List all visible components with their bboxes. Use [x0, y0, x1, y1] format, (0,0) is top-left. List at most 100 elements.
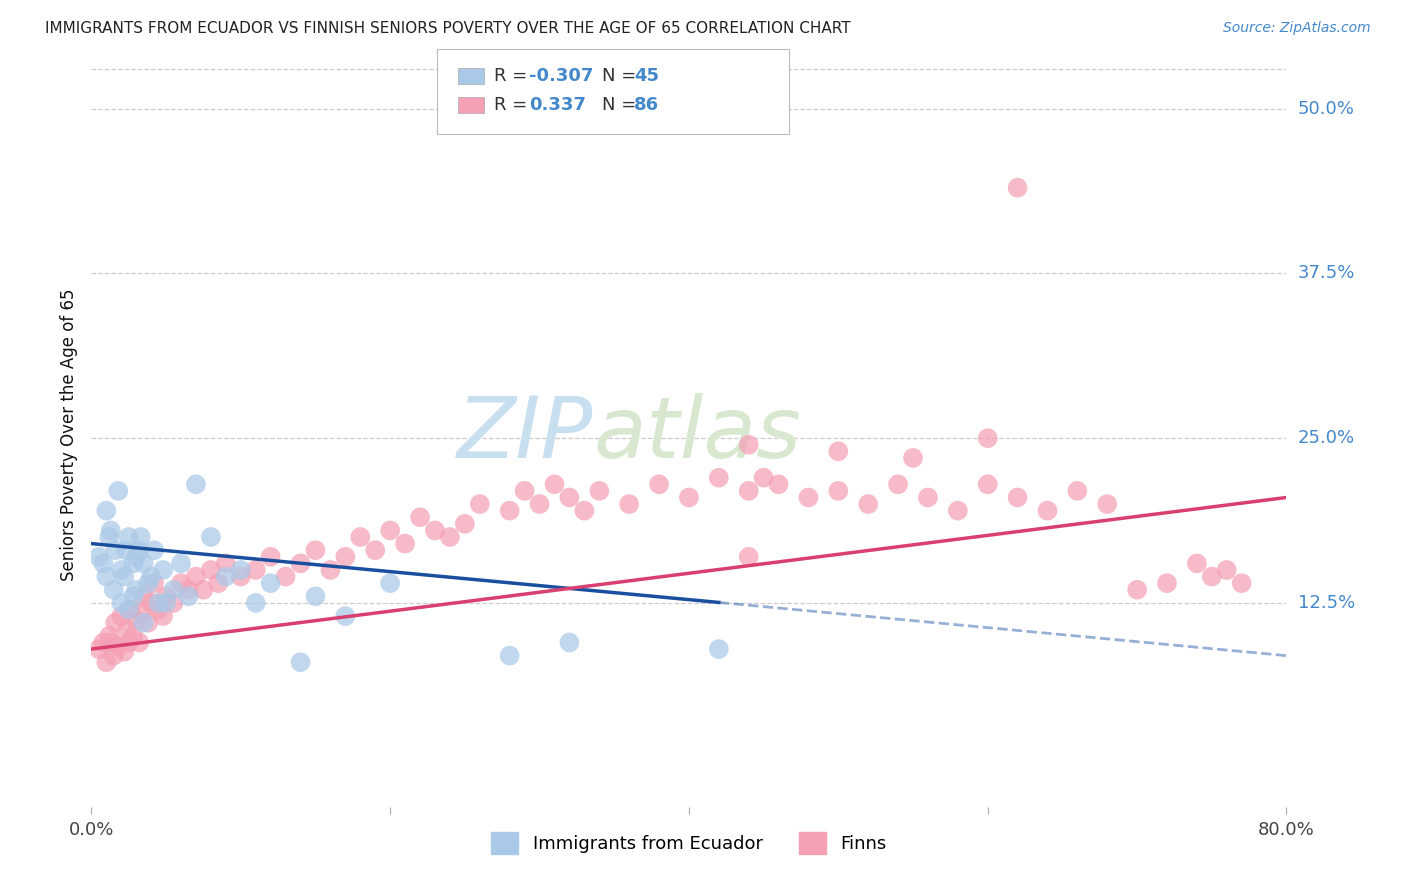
Text: 0.337: 0.337	[529, 96, 585, 114]
Point	[122, 590, 145, 604]
Text: R =: R =	[494, 96, 538, 114]
Point	[380, 576, 402, 591]
Point	[136, 615, 159, 630]
Point	[87, 642, 110, 657]
Text: 37.5%: 37.5%	[1298, 264, 1355, 283]
Point	[118, 530, 141, 544]
Point	[112, 569, 135, 583]
Point	[141, 569, 163, 583]
Point	[132, 590, 155, 604]
Point	[1185, 557, 1208, 571]
Point	[394, 536, 416, 550]
Point	[858, 497, 880, 511]
Text: 45: 45	[634, 67, 659, 85]
Point	[454, 516, 477, 531]
Point	[148, 596, 170, 610]
Point	[148, 602, 170, 616]
Point	[98, 629, 121, 643]
Text: R =: R =	[494, 67, 533, 85]
Text: -0.307: -0.307	[529, 67, 593, 85]
Point	[588, 483, 610, 498]
Point	[1066, 483, 1088, 498]
Text: N =: N =	[602, 67, 641, 85]
Point	[678, 491, 700, 505]
Point	[104, 615, 127, 630]
Point	[122, 557, 145, 571]
Point	[115, 622, 138, 636]
Point	[499, 503, 522, 517]
Point	[707, 642, 730, 657]
Point	[976, 431, 998, 445]
Point	[122, 629, 145, 643]
Point	[143, 543, 166, 558]
Point	[155, 590, 177, 604]
Point	[112, 645, 135, 659]
Point	[132, 615, 155, 630]
Text: N =: N =	[602, 96, 641, 114]
Text: atlas: atlas	[593, 393, 801, 476]
Point	[229, 569, 252, 583]
Point	[768, 477, 790, 491]
Point	[93, 635, 115, 649]
Point	[125, 613, 148, 627]
Point	[152, 563, 174, 577]
Point	[1216, 563, 1239, 577]
Point	[439, 530, 461, 544]
Text: 50.0%: 50.0%	[1298, 100, 1354, 118]
Point	[132, 557, 155, 571]
Point	[976, 477, 998, 491]
Point	[101, 635, 124, 649]
Point	[229, 563, 252, 577]
Point	[1230, 576, 1253, 591]
Point	[120, 602, 142, 616]
Point	[648, 477, 671, 491]
Point	[1156, 576, 1178, 591]
Point	[619, 497, 641, 511]
Point	[96, 569, 118, 583]
Point	[290, 557, 312, 571]
Point	[423, 524, 446, 538]
Point	[107, 483, 129, 498]
Point	[98, 530, 121, 544]
Point	[364, 543, 387, 558]
Point	[143, 576, 166, 591]
Point	[104, 543, 127, 558]
Point	[100, 524, 122, 538]
Text: ZIP: ZIP	[457, 393, 593, 476]
Point	[513, 483, 536, 498]
Point	[901, 450, 924, 465]
Point	[349, 530, 371, 544]
Point	[193, 582, 215, 597]
Point	[1201, 569, 1223, 583]
Point	[1126, 582, 1149, 597]
Point	[737, 549, 759, 564]
Text: 12.5%: 12.5%	[1298, 594, 1355, 612]
Point	[290, 655, 312, 669]
Text: IMMIGRANTS FROM ECUADOR VS FINNISH SENIORS POVERTY OVER THE AGE OF 65 CORRELATIO: IMMIGRANTS FROM ECUADOR VS FINNISH SENIO…	[45, 21, 851, 36]
Point	[136, 576, 159, 591]
Point	[259, 549, 281, 564]
Point	[118, 602, 141, 616]
Point	[245, 596, 267, 610]
Point	[162, 582, 184, 597]
Point	[125, 549, 148, 564]
Point	[543, 477, 565, 491]
Point	[125, 582, 148, 597]
Point	[96, 655, 118, 669]
Point	[141, 596, 163, 610]
Point	[468, 497, 491, 511]
Point	[274, 569, 297, 583]
Point	[170, 557, 193, 571]
Point	[107, 640, 129, 654]
Text: Source: ZipAtlas.com: Source: ZipAtlas.com	[1223, 21, 1371, 35]
Point	[215, 557, 238, 571]
Point	[574, 503, 596, 517]
Point	[737, 438, 759, 452]
Point	[707, 471, 730, 485]
Point	[87, 549, 110, 564]
Point	[946, 503, 969, 517]
Point	[110, 609, 132, 624]
Point	[529, 497, 551, 511]
Point	[162, 596, 184, 610]
Point	[558, 491, 581, 505]
